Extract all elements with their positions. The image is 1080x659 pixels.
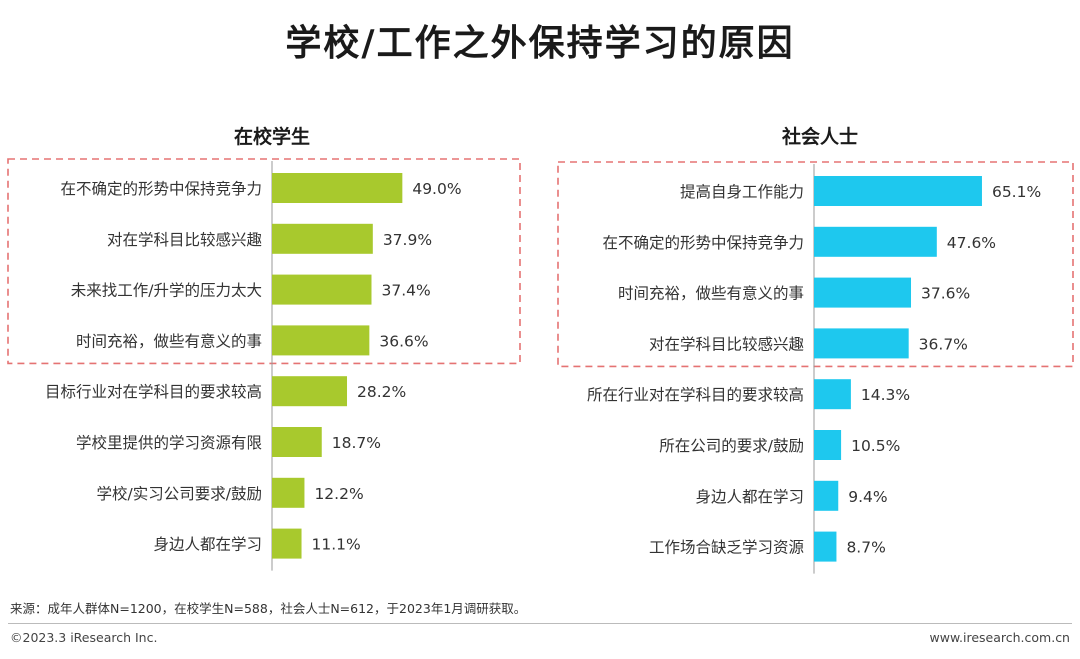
social-category-label: 时间充裕，做些有意义的事 [618,284,804,303]
social-value-label: 8.7% [846,539,885,557]
page-title: 学校/工作之外保持学习的原因 [285,23,795,64]
charts-canvas: 在不确定的形势中保持竞争力 49.0% 对在学科目比较感兴趣 37.9% 未来找工作/升… [7,158,1074,574]
student-category-label: 时间充裕，做些有意义的事 [76,331,262,350]
student-category-label: 学校里提供的学习资源有限 [76,434,262,452]
social-value-label: 37.6% [921,285,970,303]
social-category-label: 工作场合缺乏学习资源 [649,539,804,557]
student-chart: 在不确定的形势中保持竞争力 49.0% 对在学科目比较感兴趣 37.9% 未来找工作/升… [7,158,521,571]
student-value-label: 49.0% [412,180,461,198]
student-category-label: 目标行业对在学科目的要求较高 [45,383,262,401]
student-value-label: 12.2% [314,485,363,503]
student-bar [272,223,373,254]
social-value-label: 36.7% [919,335,968,353]
social-category-label: 所在行业对在学科目的要求较高 [587,386,804,404]
student-highlight-box [7,158,521,365]
social-category-label: 对在学科目比较感兴趣 [649,335,804,353]
student-value-label: 36.6% [379,332,428,350]
social-category-label: 身边人都在学习 [695,488,804,506]
social-value-label: 14.3% [861,386,910,404]
student-value-label: 11.1% [312,536,361,554]
copyright: ©2023.3 iResearch Inc. [10,630,158,645]
student-category-label: 未来找工作/升学的压力太大 [71,282,262,300]
social-value-label: 10.5% [851,437,900,455]
social-value-label: 9.4% [848,488,887,506]
student-value-label: 37.4% [381,282,430,300]
student-category-label: 身边人都在学习 [153,536,262,554]
social-bar [814,531,837,562]
social-category-label: 提高自身工作能力 [680,183,804,201]
website-link: www.iresearch.com.cn [929,630,1071,645]
student-category-label: 在不确定的形势中保持竞争力 [60,180,262,198]
social-chart: 提高自身工作能力 65.1% 在不确定的形势中保持竞争力 47.6% 时间充裕，做些有意… [557,161,1074,574]
student-bar [272,325,370,356]
student-bar [272,274,372,305]
social-bar [814,430,842,460]
student-panel-title: 在校学生 [233,126,310,148]
social-panel-title: 社会人士 [781,126,858,148]
social-bar [814,176,982,206]
social-bar [814,277,912,308]
social-category-label: 所在公司的要求/鼓励 [659,437,804,455]
student-value-label: 37.9% [383,231,432,249]
social-highlight-box [557,161,1074,368]
social-bar [814,480,839,511]
social-bar [814,328,909,359]
footer-divider [8,623,1072,624]
social-bar [814,226,937,257]
student-bar [272,427,322,457]
social-category-label: 在不确定的形势中保持竞争力 [602,234,804,252]
student-category-label: 对在学科目比较感兴趣 [107,231,262,249]
student-category-label: 学校/实习公司要求/鼓励 [97,485,262,503]
student-value-label: 18.7% [332,434,381,452]
student-value-label: 28.2% [357,383,406,401]
student-bar [272,173,403,203]
social-bar [814,379,851,410]
social-value-label: 65.1% [992,183,1041,201]
student-bar [272,528,302,559]
source-note: 来源：成年人群体N=1200，在校学生N=588，社会人士N=612，于2023… [10,601,527,616]
social-value-label: 47.6% [947,234,996,252]
student-bar [272,477,305,508]
student-bar [272,376,348,407]
